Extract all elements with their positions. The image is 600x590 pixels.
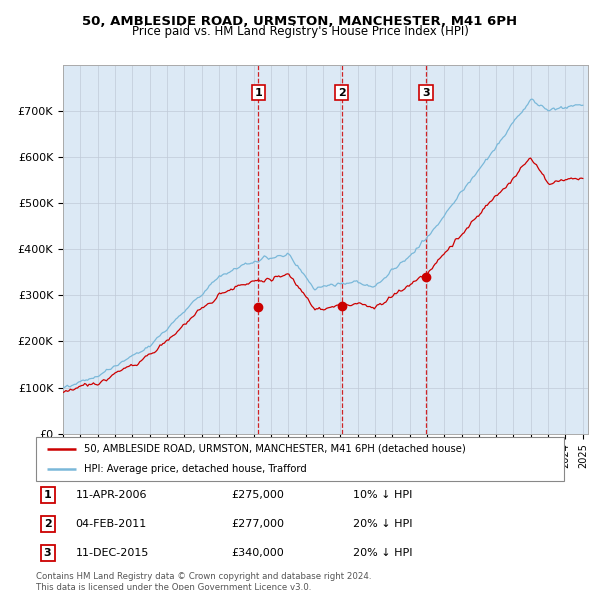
Text: 3: 3 <box>422 87 430 97</box>
Text: 20% ↓ HPI: 20% ↓ HPI <box>353 548 412 558</box>
Text: 50, AMBLESIDE ROAD, URMSTON, MANCHESTER, M41 6PH (detached house): 50, AMBLESIDE ROAD, URMSTON, MANCHESTER,… <box>83 444 465 454</box>
Text: 2: 2 <box>338 87 346 97</box>
Text: 1: 1 <box>254 87 262 97</box>
Text: 04-FEB-2011: 04-FEB-2011 <box>76 519 147 529</box>
Text: Contains HM Land Registry data © Crown copyright and database right 2024.
This d: Contains HM Land Registry data © Crown c… <box>36 572 371 590</box>
Text: HPI: Average price, detached house, Trafford: HPI: Average price, detached house, Traf… <box>83 464 306 474</box>
Text: 11-APR-2006: 11-APR-2006 <box>76 490 147 500</box>
Text: 3: 3 <box>44 548 52 558</box>
FancyBboxPatch shape <box>36 437 564 481</box>
Text: 50, AMBLESIDE ROAD, URMSTON, MANCHESTER, M41 6PH: 50, AMBLESIDE ROAD, URMSTON, MANCHESTER,… <box>82 15 518 28</box>
Text: 11-DEC-2015: 11-DEC-2015 <box>76 548 149 558</box>
Text: £277,000: £277,000 <box>232 519 284 529</box>
Text: 10% ↓ HPI: 10% ↓ HPI <box>353 490 412 500</box>
Text: 20% ↓ HPI: 20% ↓ HPI <box>353 519 412 529</box>
Text: Price paid vs. HM Land Registry's House Price Index (HPI): Price paid vs. HM Land Registry's House … <box>131 25 469 38</box>
Text: 1: 1 <box>44 490 52 500</box>
Text: £340,000: £340,000 <box>232 548 284 558</box>
Text: 2: 2 <box>44 519 52 529</box>
Text: £275,000: £275,000 <box>232 490 284 500</box>
